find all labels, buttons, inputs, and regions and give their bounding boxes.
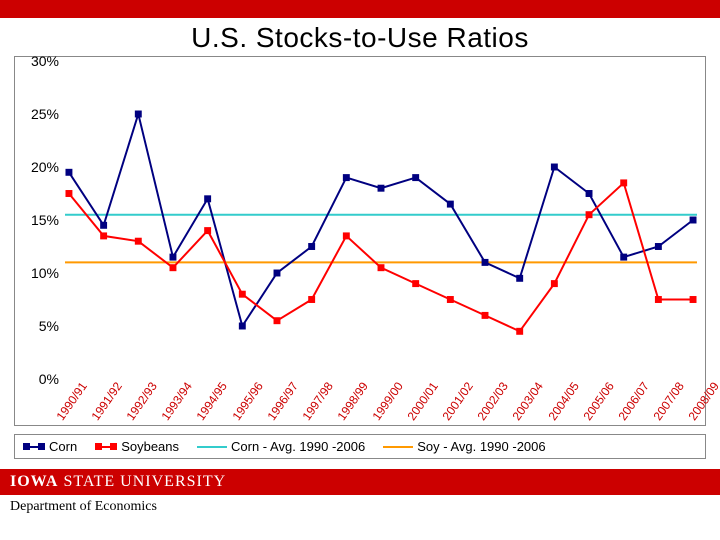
legend: Corn Soybeans Corn - Avg. 1990 -2006 Soy - … [14,434,706,459]
y-tick-label: 10% [31,265,59,281]
institution-name-light: STATE UNIVERSITY [63,473,226,491]
x-tick-label: 1994/95 [194,379,230,423]
x-tick-label: 2004/05 [545,379,581,423]
department-name: Department of Economics [0,495,720,515]
chart-svg [65,61,697,379]
x-tick-label: 2000/01 [405,379,441,423]
page-title: U.S. Stocks-to-Use Ratios [0,22,720,54]
legend-label: Soy - Avg. 1990 -2006 [417,439,545,454]
x-tick-label: 2001/02 [440,379,476,423]
institution-bar: IOWA STATE UNIVERSITY [0,469,720,495]
x-tick-label: 2006/07 [615,379,651,423]
legend-marker [383,446,413,448]
x-tick-label: 1991/92 [89,379,125,423]
x-tick-label: 1996/97 [264,379,300,423]
x-tick-label: 2003/04 [510,379,546,423]
x-tick-label: 1993/94 [159,379,195,423]
y-tick-label: 30% [31,53,59,69]
x-tick-label: 1998/99 [334,379,370,423]
y-axis-labels: 0%5%10%15%20%25%30% [15,61,63,379]
legend-marker [197,446,227,448]
x-tick-label: 2007/08 [650,379,686,423]
legend-label: Corn [49,439,77,454]
y-tick-label: 15% [31,212,59,228]
x-tick-label: 2002/03 [475,379,511,423]
y-tick-label: 20% [31,159,59,175]
y-tick-label: 5% [39,318,59,334]
y-tick-label: 25% [31,106,59,122]
x-tick-label: 1997/98 [299,379,335,423]
x-tick-label: 2008/09 [686,379,720,423]
institution-name-strong: IOWA [10,473,58,491]
legend-marker [95,446,117,448]
x-tick-label: 2005/06 [580,379,616,423]
x-tick-label: 1992/93 [124,379,160,423]
legend-label: Soybeans [121,439,179,454]
legend-label: Corn - Avg. 1990 -2006 [231,439,365,454]
y-tick-label: 0% [39,371,59,387]
plot-area [65,61,697,379]
top-accent-bar [0,0,720,18]
x-tick-label: 1995/96 [229,379,265,423]
chart-container: 0% 5% 10% 15% 20% 25% 30% 1990/911991/921992/9… [14,56,706,426]
legend-marker [23,446,45,448]
x-axis-labels: 1990/911991/921992/931993/941994/951995/… [65,381,697,425]
x-tick-label: 1999/00 [370,379,406,423]
